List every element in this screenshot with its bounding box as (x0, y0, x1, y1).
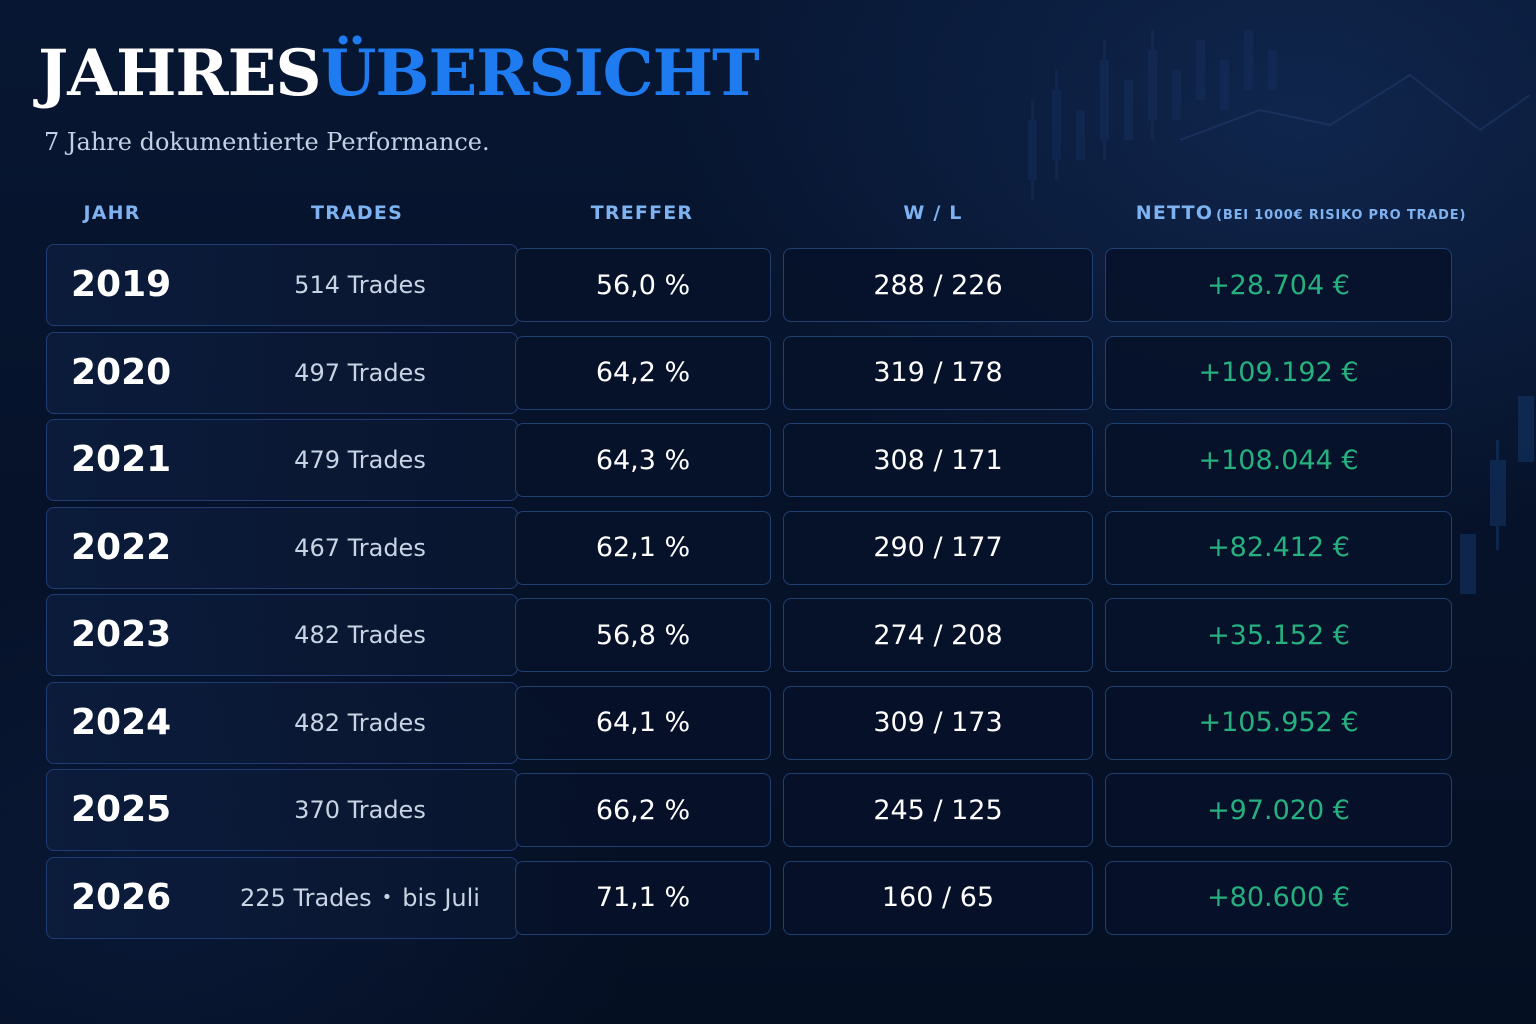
row-background (46, 419, 518, 501)
row-win-loss: 160 / 65 (783, 860, 1093, 935)
column-header-netto-note: (BEI 1000€ RISIKO PRO TRADE) (1216, 208, 1467, 223)
column-header-netto: NETTO (BEI 1000€ RISIKO PRO TRADE) (1106, 198, 1496, 228)
table-row: 2026 225 Trades • bis Juli 71,1 % 160 / 65… (0, 856, 1536, 939)
row-win-loss: 319 / 178 (783, 335, 1093, 410)
row-trades: 467 Trades (230, 507, 490, 589)
table-row: 2021 479 Trades 64,3 % 308 / 171 +108.04… (0, 419, 1536, 501)
row-treffer: 66,2 % (515, 773, 771, 847)
row-trades-count: 225 Trades (240, 883, 372, 912)
page-title-part2: ÜBERSICHT (320, 36, 760, 111)
row-trades-count: 482 Trades (294, 708, 426, 737)
table-header: JAHR TRADES TREFFER W / L NETTO (BEI 1000… (0, 198, 1536, 228)
row-treffer: 64,2 % (515, 335, 771, 410)
page-title: JAHRESÜBERSICHT (38, 36, 760, 112)
row-trades-count: 497 Trades (294, 358, 426, 387)
column-header-treffer: TREFFER (590, 202, 694, 224)
row-win-loss: 288 / 226 (783, 248, 1093, 322)
row-trades-note: bis Juli (402, 883, 480, 912)
table-row: 2020 497 Trades 64,2 % 319 / 178 +109.19… (0, 331, 1536, 414)
row-trades: 482 Trades (230, 594, 490, 676)
row-netto: +82.412 € (1105, 510, 1452, 585)
row-year: 2022 (71, 526, 172, 568)
row-year: 2020 (71, 351, 172, 393)
row-treffer: 56,0 % (515, 248, 771, 322)
row-trades: 514 Trades (230, 244, 490, 326)
row-treffer: 64,1 % (515, 685, 771, 760)
row-netto: +108.044 € (1105, 423, 1452, 497)
row-year: 2021 (71, 439, 172, 480)
row-treffer: 56,8 % (515, 598, 771, 672)
row-year: 2025 (71, 789, 172, 830)
row-netto: +35.152 € (1105, 598, 1452, 672)
row-year: 2023 (71, 614, 172, 655)
row-trades: 482 Trades (230, 682, 490, 764)
row-treffer: 64,3 % (515, 423, 771, 497)
row-background (46, 594, 518, 676)
bullet-separator-icon: • (381, 887, 393, 908)
page-title-part1: JAHRES (38, 36, 322, 111)
table-row: 2019 514 Trades 56,0 % 288 / 226 +28.704… (0, 244, 1536, 326)
row-netto: +105.952 € (1105, 685, 1452, 760)
row-year: 2019 (71, 264, 172, 305)
table-row: 2024 482 Trades 64,1 % 309 / 173 +105.95… (0, 681, 1536, 764)
row-netto: +109.192 € (1105, 335, 1452, 410)
row-trades: 370 Trades (230, 769, 490, 851)
row-trades: 479 Trades (230, 419, 490, 501)
column-header-netto-label: NETTO (1135, 202, 1214, 224)
table-row: 2025 370 Trades 66,2 % 245 / 125 +97.020… (0, 769, 1536, 851)
column-header-wl: W / L (903, 202, 963, 224)
column-header-trades: TRADES (311, 202, 403, 224)
row-trades: 225 Trades • bis Juli (230, 857, 490, 939)
row-treffer: 71,1 % (515, 860, 771, 935)
row-year: 2024 (71, 701, 172, 743)
row-background (46, 769, 518, 851)
row-year: 2026 (71, 876, 172, 918)
row-netto: +80.600 € (1105, 860, 1452, 935)
row-win-loss: 290 / 177 (783, 510, 1093, 585)
row-background (46, 856, 518, 939)
row-trades: 497 Trades (230, 332, 490, 414)
row-win-loss: 274 / 208 (783, 598, 1093, 672)
row-trades-count: 467 Trades (294, 533, 426, 562)
row-trades-count: 370 Trades (294, 796, 426, 824)
row-win-loss: 308 / 171 (783, 423, 1093, 497)
row-background (46, 244, 518, 326)
row-win-loss: 309 / 173 (783, 685, 1093, 760)
row-netto: +97.020 € (1105, 773, 1452, 847)
row-background (46, 506, 518, 589)
column-header-jahr: JAHR (83, 202, 141, 224)
row-trades-count: 514 Trades (294, 271, 426, 299)
table-row: 2023 482 Trades 56,8 % 274 / 208 +35.152… (0, 594, 1536, 676)
row-trades-count: 482 Trades (294, 621, 426, 649)
row-background (46, 331, 518, 414)
row-background (46, 681, 518, 764)
page-subtitle: 7 Jahre dokumentierte Performance. (44, 128, 490, 156)
table-row: 2022 467 Trades 62,1 % 290 / 177 +82.412… (0, 506, 1536, 589)
row-netto: +28.704 € (1105, 248, 1452, 322)
row-trades-count: 479 Trades (294, 446, 426, 474)
row-treffer: 62,1 % (515, 510, 771, 585)
row-win-loss: 245 / 125 (783, 773, 1093, 847)
